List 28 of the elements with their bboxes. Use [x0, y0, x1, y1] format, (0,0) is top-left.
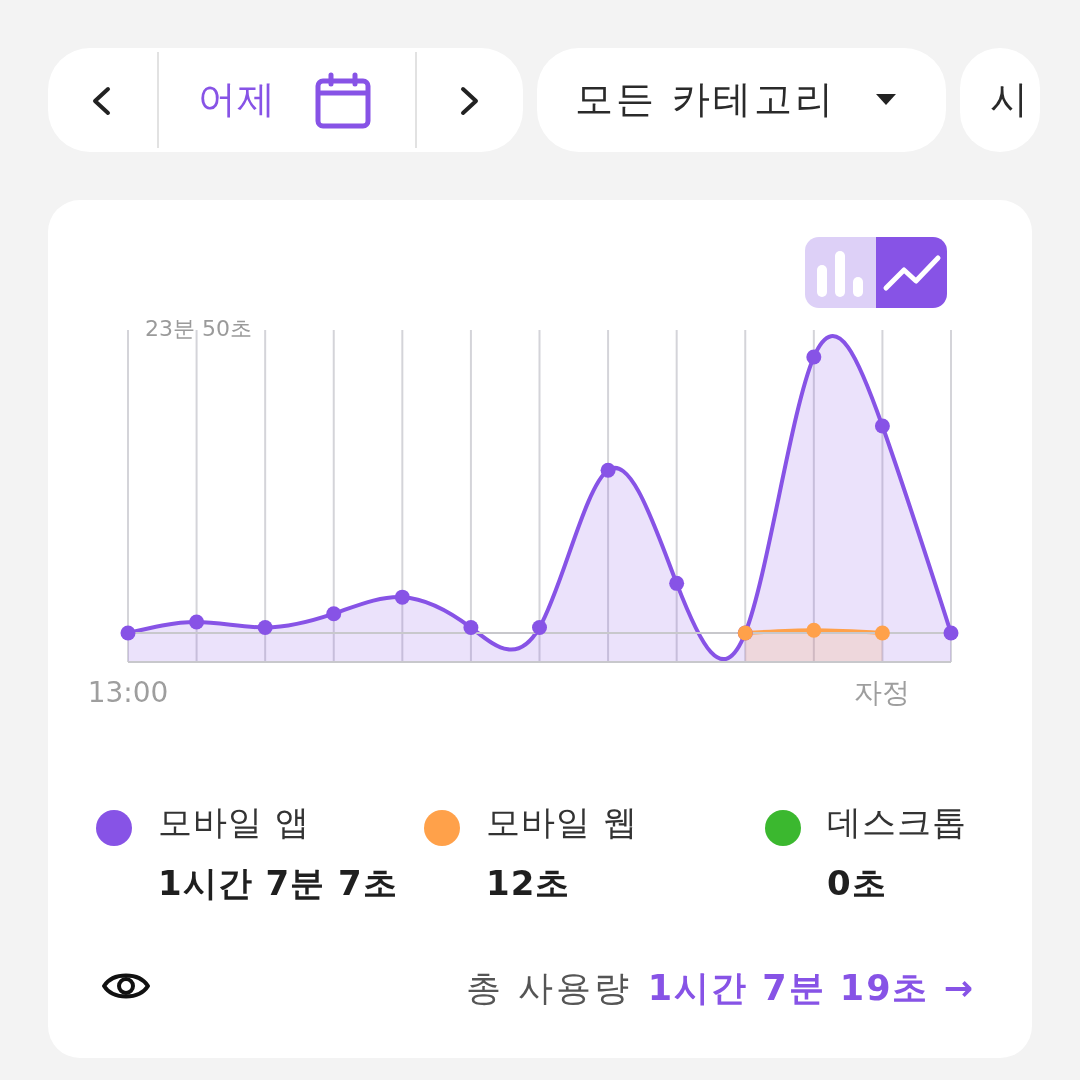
text: 모든 카테고리 [575, 77, 837, 123]
point [874, 418, 890, 434]
text: 0초 [827, 863, 887, 903]
point [394, 589, 410, 605]
legend-label: 모바일 앱 [158, 802, 310, 843]
x-tick-label: 13:00 [87, 675, 169, 709]
text: 어제 [198, 77, 276, 123]
text: 1시간 7분 7초 [158, 863, 398, 903]
x-tick-label: 자정 [854, 675, 911, 709]
text: 시 [990, 77, 1028, 123]
text: 총 사용량 [465, 967, 632, 1009]
point [120, 625, 136, 641]
point [806, 622, 822, 638]
text: 23분 50초 [145, 315, 252, 343]
point [943, 625, 959, 641]
legend-label: 모바일 웹 [486, 802, 638, 843]
point [463, 620, 479, 635]
point [669, 575, 685, 591]
point [806, 349, 822, 365]
point [874, 625, 890, 641]
point [532, 620, 547, 635]
point [257, 620, 273, 635]
point [326, 606, 342, 622]
point [189, 614, 205, 630]
point [600, 462, 616, 478]
text: 12초 [486, 863, 571, 903]
text: 1시간 7분 19초 → [647, 967, 975, 1009]
legend-label: 데스크톱 [827, 802, 967, 843]
